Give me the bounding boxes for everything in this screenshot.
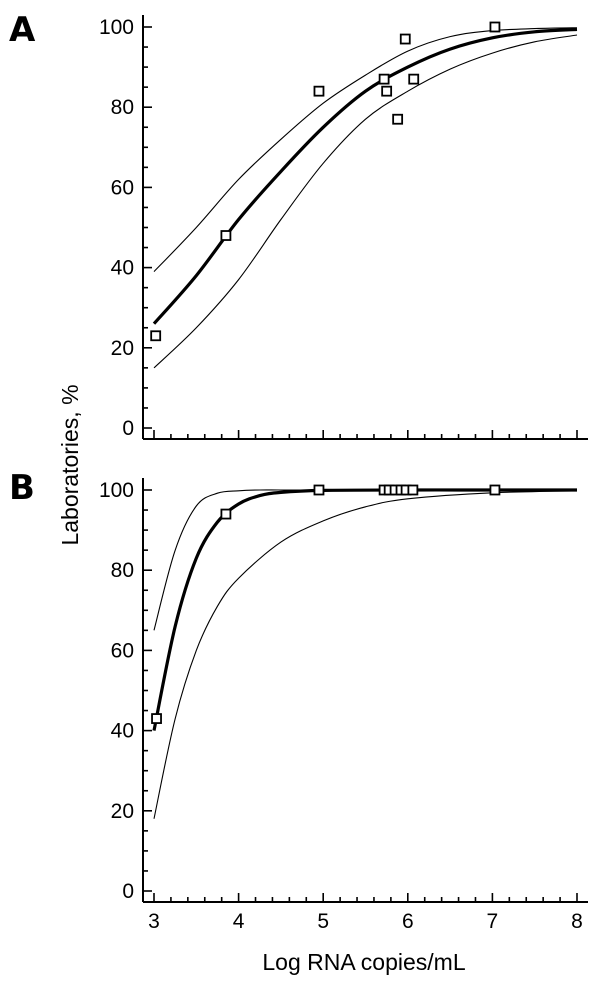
y-tick-label: 60 [111,639,134,662]
y-tick-label: 80 [111,96,134,119]
x-tick-label: 3 [148,910,160,933]
ci-upper-line [153,489,577,631]
x-tick-label: 6 [402,910,414,933]
y-tick-label: 40 [111,257,134,280]
y-tick-label: 40 [111,720,134,743]
x-tick-label: 5 [317,910,329,933]
x-tick-label: 7 [487,910,499,933]
panel-A: A 0 20 40 60 80 100 [9,10,588,440]
panel-letter: B [9,468,35,508]
y-axis-title: Laboratories, % [57,384,83,545]
data-point [150,330,162,342]
x-axis-title: Log RNA copies/mL [262,949,465,975]
data-point [313,484,325,496]
fit-line [152,27,578,325]
y-tick-label: 20 [111,337,134,360]
data-point [313,85,325,97]
y-tick-label: 100 [99,479,134,502]
data-point [392,113,404,125]
ci-upper-line [153,27,578,272]
data-point [220,508,232,520]
y-tick-label: 80 [111,559,134,582]
data-point [220,230,232,241]
x-tick-label: 4 [233,910,245,933]
panel-letter: A [9,10,36,50]
ci-lower-line [153,490,578,819]
data-point [381,85,393,97]
y-tick-label: 20 [111,800,134,823]
fit-line [152,488,577,731]
data-point [489,484,501,496]
x-tick-label: 8 [571,910,583,933]
data-point [407,484,419,496]
data-point [151,713,162,724]
y-tick-label: 60 [111,176,134,199]
ci-lower-line [153,34,578,369]
y-tick-label: 0 [122,880,134,903]
data-point [378,73,390,85]
panel-B: B 0 20 40 60 80 100 3 4 5 6 7 8 [9,468,588,933]
data-point [489,21,501,33]
data-point [408,73,420,85]
y-tick-label: 0 [122,417,134,440]
y-tick-label: 100 [99,16,134,39]
data-point [399,33,411,45]
